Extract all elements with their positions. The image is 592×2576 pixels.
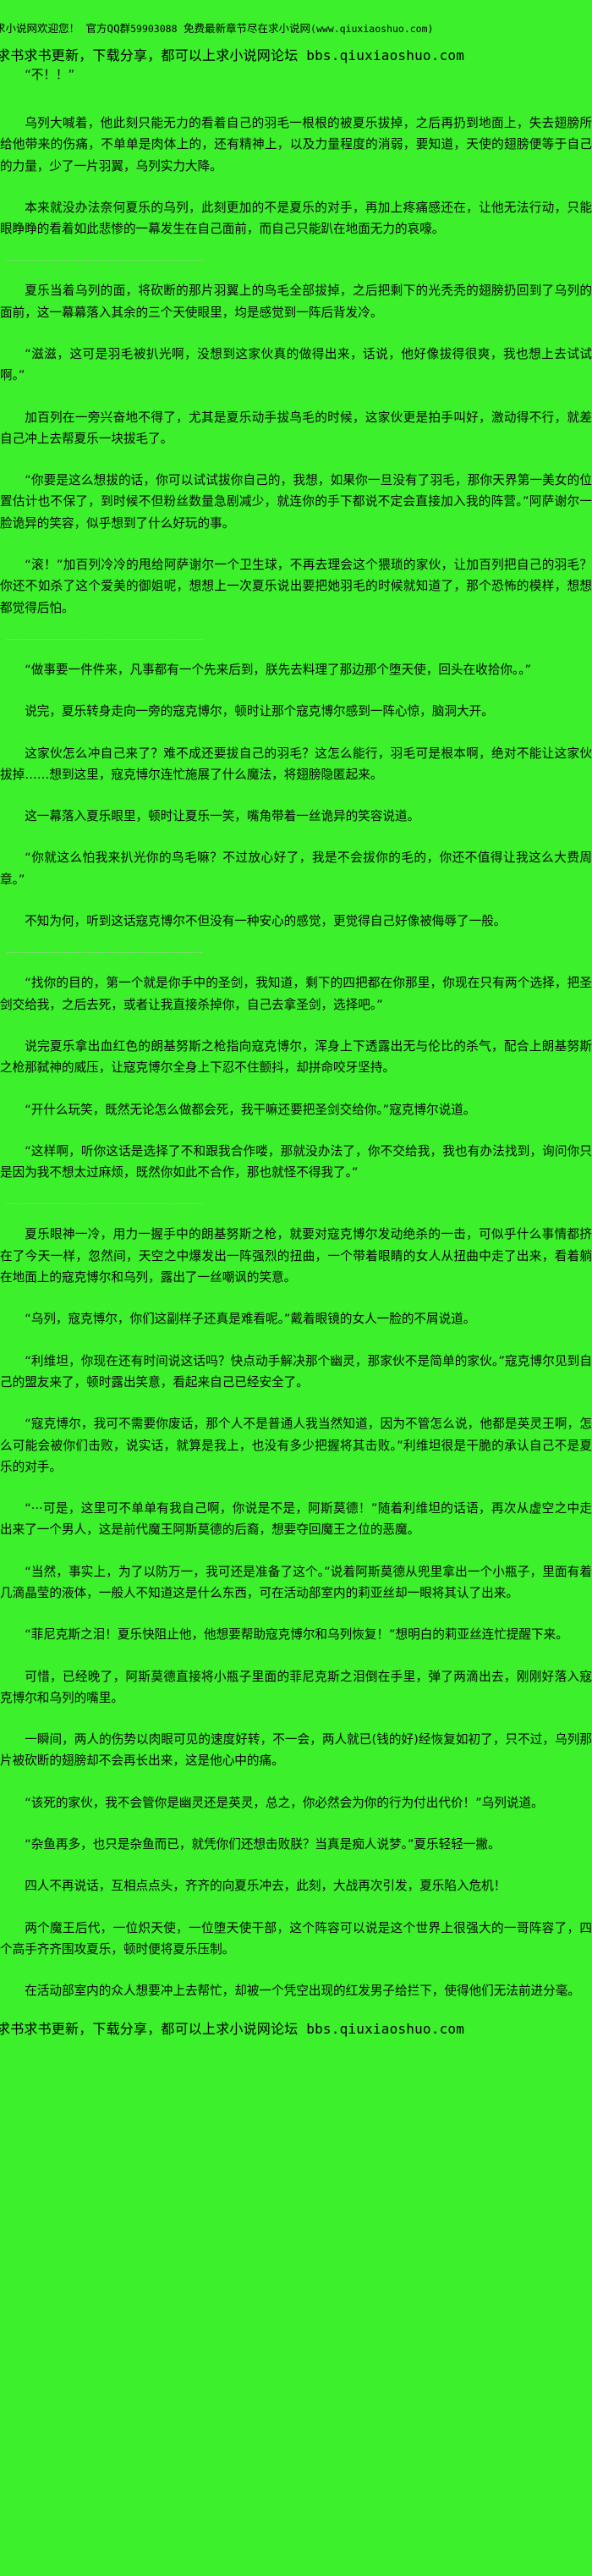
- paragraph: “你要是这么想拔的话，你可以试试拔你自己的，我想，如果你一旦没有了羽毛，那你天界…: [0, 473, 592, 531]
- paragraph: “···可是，这里可不单单有我自己啊，你说是不是，阿斯莫德！”随着利维坦的话语，…: [0, 1501, 592, 1538]
- top-forum-promo-line: 求书求书更新，下载分享，都可以上求小说网论坛 bbs.qiuxiaoshuo.c…: [0, 36, 592, 64]
- site-welcome-line: 求小说网欢迎您！ 官方QQ群59903088 免费最新章节尽在求小说网(www.…: [0, 0, 592, 36]
- novel-page: 求小说网欢迎您！ 官方QQ群59903088 免费最新章节尽在求小说网(www.…: [0, 0, 592, 2037]
- paragraph: 不知为何，听到这话寇克博尔不但没有一种安心的感觉，更觉得自己好像被侮辱了一般。: [25, 914, 507, 929]
- spacer: [0, 104, 592, 113]
- paragraph: “做事要一件件来，凡事都有一个先来后到，朕先去料理了那边那个堕天使，回头在收拾你…: [25, 662, 532, 677]
- paragraph: 本来就没办法奈何夏乐的乌列，此刻更加的不是夏乐的对手，再加上疼痛感还在，让他无法…: [0, 200, 592, 237]
- dotted-separator: [7, 260, 202, 261]
- forum-url-top: bbs.qiuxiaoshuo.com: [306, 47, 465, 63]
- paragraph: “滚！”加百列冷冷的甩给阿萨谢尔一个卫生球，不再去理会这个猥琐的家伙，让加百列把…: [0, 558, 592, 615]
- paragraph: 夏乐当着乌列的面，将砍断的那片羽翼上的鸟毛全部拔掉，之后把剩下的光秃秃的翅膀扔回…: [0, 283, 592, 320]
- top-promo-banner: 求小说网欢迎您！ 官方QQ群59903088 免费最新章节尽在求小说网(www.…: [0, 0, 592, 64]
- paragraph: 这家伙怎么冲自己来了？难不成还要拔自己的羽毛？这怎么能行，羽毛可是根本啊，绝对不…: [0, 746, 592, 782]
- paragraph: “滋滋，这可是羽毛被扒光啊，没想到这家伙真的做得出来，话说，他好像拔得很爽，我也…: [0, 347, 592, 383]
- site-url: (www.qiuxiaoshuo.com): [310, 23, 434, 35]
- paragraph: 可惜，已经晚了，阿斯莫德直接将小瓶子里面的菲尼克斯之泪倒在手里，弹了两滴出去，刚…: [0, 1669, 592, 1705]
- paragraph: 加百列在一旁兴奋地不得了，尤其是夏乐动手拔鸟毛的时候，这家伙更是拍手叫好，激动得…: [0, 410, 592, 446]
- paragraph: 在活动部室内的众人想要冲上去帮忙，却被一个凭空出现的红发男子给拦下，使得他们无法…: [25, 1984, 580, 1999]
- chapter-content: “不！！” 乌列大喊着，他此刻只能无力的看着自己的羽毛一根根的被夏乐拔掉，之后再…: [0, 64, 592, 2002]
- paragraph: “该死的家伙，我不会管你是幽灵还是英灵，总之，你必然会为你的行为付出代价！”乌列…: [25, 1795, 544, 1810]
- paragraph: 两个魔王后代，一位炽天使，一位堕天使干部，这个阵容可以说是这个世界上很强大的一哥…: [0, 1920, 592, 1957]
- opening-cry: “不！！”: [25, 67, 75, 82]
- bottom-promo-banner: 求书求书更新，下载分享，都可以上求小说网论坛 bbs.qiuxiaoshuo.c…: [0, 2021, 592, 2037]
- paragraph: “杂鱼再多，也只是杂鱼而已，就凭你们还想击败朕？当真是痴人说梦。”夏乐轻轻一撇。: [25, 1837, 501, 1852]
- paragraph: “菲尼克斯之泪！夏乐快阻止他，他想要帮助寇克博尔和乌列恢复！”想明白的莉亚丝连忙…: [25, 1627, 568, 1643]
- dotted-separator: [7, 952, 202, 954]
- paragraph: “当然，事实上，为了以防万一，我可还是准备了这个。”说着阿斯莫德从兜里拿出一个小…: [0, 1564, 592, 1600]
- paragraph: “利维坦，你现在还有时间说这话吗？快点动手解决那个幽灵，那家伙不是简单的家伙。”…: [0, 1353, 592, 1390]
- paragraph: 一瞬间，两人的伤势以肉眼可见的速度好转，不一会，两人就已(钱的好)经恢复如初了，…: [0, 1732, 592, 1769]
- paragraph: “这样啊，听你这话是选择了不和跟我合作喽，那就没办法了，你不交给我，我也有办法找…: [0, 1143, 592, 1181]
- paragraph: “开什么玩笑，既然无论怎么做都会死，我干嘛还要把圣剑交给你。”寇克博尔说道。: [25, 1102, 476, 1117]
- free-chapters-text: 免费最新章节尽在求小说网: [184, 22, 311, 35]
- paragraph: 四人不再说话，互相点点头，齐齐的向夏乐冲去，此刻，大战再次引发，夏乐陷入危机！: [25, 1879, 507, 1894]
- dotted-separator: [7, 638, 202, 641]
- paragraph: “乌列，寇克博尔，你们这副样子还真是难看呢。”戴着眼镜的女人一脸的不屑说道。: [25, 1312, 476, 1327]
- promo-update-text-bottom: 求书求书更新，下载分享，都可以上求小说网论坛: [0, 2020, 299, 2037]
- dotted-separator: [7, 1203, 202, 1205]
- paragraph: 说完夏乐拿出血红色的朗基努斯之枪指向寇克博尔，浑身上下透露出无与伦比的杀气，配合…: [0, 1038, 592, 1076]
- paragraph: “寇克博尔，我可不需要你废话，那个人不是普通人我当然知道，因为不管怎么说，他都是…: [0, 1417, 592, 1474]
- qq-group-label: 官方QQ群: [85, 22, 131, 35]
- promo-update-text: 求书求书更新，下载分享，都可以上求小说网论坛: [0, 47, 299, 63]
- paragraph: 乌列大喊着，他此刻只能无力的看着自己的羽毛一根根的被夏乐拔掉，之后再扔到地面上，…: [0, 115, 592, 173]
- paragraph: “找你的目的，第一个就是你手中的圣剑，我知道，剩下的四把都在你那里，你现在只有两…: [0, 976, 592, 1012]
- welcome-text: 求小说网欢迎您！: [0, 22, 80, 35]
- qq-group-number: 59903088: [130, 23, 178, 35]
- forum-url-bottom: bbs.qiuxiaoshuo.com: [306, 2020, 465, 2037]
- paragraph: 夏乐眼神一冷，用力一握手中的朗基努斯之枪，就要对寇克博尔发动绝杀的一击，可似乎什…: [0, 1227, 592, 1285]
- paragraph: “你就这么怕我来扒光你的鸟毛嘛？不过放心好了，我是不会拔你的毛的，你还不值得让我…: [0, 850, 592, 887]
- paragraph: 说完，夏乐转身走向一旁的寇克博尔，顿时让那个寇克博尔感到一阵心惊，脑洞大开。: [25, 704, 494, 719]
- paragraph: 这一幕落入夏乐眼里，顿时让夏乐一笑，嘴角带着一丝诡异的笑容说道。: [25, 809, 420, 824]
